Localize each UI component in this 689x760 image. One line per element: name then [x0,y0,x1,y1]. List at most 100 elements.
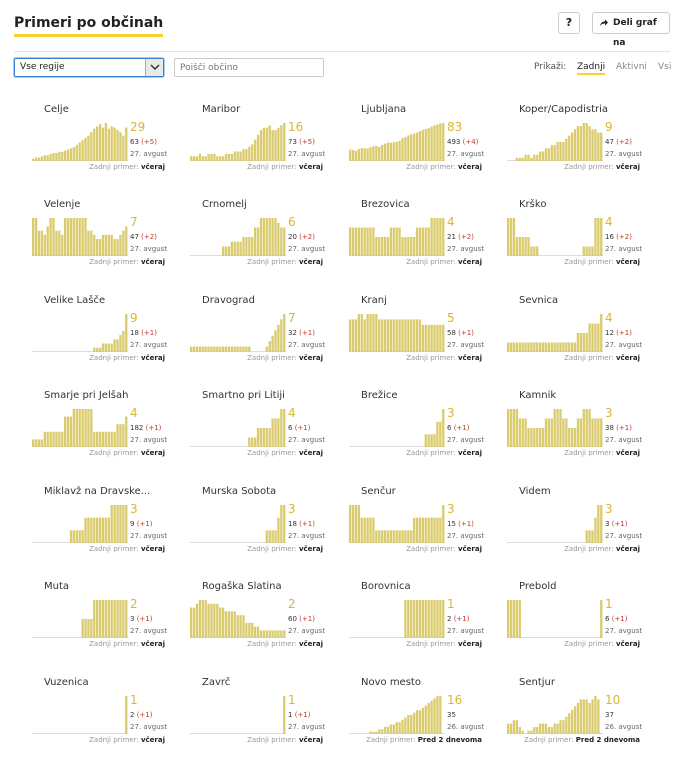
municipality-name: Brežice [361,390,398,401]
latest-count: 16 [447,693,463,707]
bar [107,128,110,161]
municipality-name: Zavrč [202,677,231,688]
bar [69,148,73,161]
municipality-card[interactable]: Videm 3 3 (+1) 27. avgust Zadnji primer: vče… [507,486,657,566]
bar [93,128,96,161]
last-case: Zadnji primer: včeraj [89,163,165,171]
municipality-card[interactable]: Brezovica 4 21 (+2) 27. avgust Zadnji primer… [349,199,499,279]
municipality-card[interactable]: Vuzenica 1 2 (+1) 27. avgust Zadnji primer: … [32,677,182,757]
option-aktivni[interactable]: Aktivni [616,62,647,72]
bar [271,130,274,161]
bar [351,227,355,256]
municipality-card[interactable]: Ljubljana 83 493 (+4) 27. avgust Zadnji prim… [349,104,499,184]
municipality-card[interactable]: Velike Lašče 9 18 (+1) 27. avgust Zadnji pri… [32,295,182,375]
latest-count: 1 [130,693,138,707]
share-arrow-icon [600,19,608,26]
bar [407,319,410,352]
bar [354,227,358,256]
municipality-card[interactable]: Rogaška Slatina 2 60 (+1) 27. avgust Zadnji … [190,581,340,661]
bar [227,346,231,352]
municipality-card[interactable]: Velenje 7 47 (+2) 27. avgust Zadnji primer: … [32,199,182,279]
bar [421,707,425,734]
bar [283,630,286,638]
date-label: 27. avgust [288,627,326,635]
municipality-card[interactable]: Borovnica 1 2 (+1) 27. avgust Zadnji primer:… [349,581,499,661]
municipality-card[interactable]: Murska Sobota 3 18 (+1) 27. avgust Zadnji pr… [190,486,340,566]
last-case-label: Zadnji primer: [406,354,456,362]
bar [274,530,277,543]
municipality-card[interactable]: Kranj 5 58 (+1) 27. avgust Zadnji primer: vč… [349,295,499,375]
bar [248,146,251,161]
municipality-card[interactable]: Kamnik 3 38 (+1) 27. avgust Zadnji primer: v… [507,390,657,470]
bar [58,151,61,161]
page-title: Primeri po občinah [14,14,164,37]
sparkline-chart [349,600,445,638]
bar [407,135,410,161]
share-button[interactable]: Deli graf na [592,12,670,48]
option-zadnji[interactable]: Zadnji [577,62,606,75]
municipality-card[interactable]: Novo mesto 16 35 26. avgust Zadnji primer: … [349,677,499,757]
municipality-card[interactable]: Šentjur 10 37 26. avgust Zadnji primer: Pre… [507,677,657,757]
last-case: Zadnji primer: Pred 2 dnevoma [524,736,640,744]
help-button[interactable]: ? [558,12,580,34]
bar [418,319,422,352]
municipality-card[interactable]: Sevnica 4 12 (+1) 27. avgust Zadnji primer: … [507,295,657,375]
municipality-name: Šmartno pri Litiji [202,390,285,401]
bar [254,227,257,256]
bar [418,710,422,734]
total-count: 182 (+1) [130,423,161,433]
municipality-card[interactable]: Maribor 16 73 (+5) 27. avgust Zadnji primer:… [190,104,340,184]
municipality-card[interactable]: Krško 4 16 (+2) 27. avgust Zadnji primer: vč… [507,199,657,279]
last-case-label: Zadnji primer: [406,258,456,266]
municipality-card[interactable]: Celje 29 63 (+5) 27. avgust Zadnji primer: v… [32,104,182,184]
bar [201,156,204,161]
municipality-card[interactable]: Šmartno pri Litiji 4 6 (+1) 27. avgust Zadnj… [190,390,340,470]
bar [98,517,102,543]
bar [427,703,430,734]
municipality-card[interactable]: Črnomelj 6 20 (+2) 27. avgust Zadnji primer:… [190,199,340,279]
delta-value: (+2) [616,233,632,241]
total-value: 60 [288,615,297,623]
region-select[interactable]: Vse regije [14,58,164,77]
bar [424,227,427,256]
municipality-card[interactable]: Muta 2 3 (+1) 27. avgust Zadnji primer: včer… [32,581,182,661]
municipality-card[interactable]: Zavrč 1 1 (+1) 27. avgust Zadnji primer: vče… [190,677,340,757]
last-case: Zadnji primer: včeraj [564,354,640,362]
bar [125,127,128,161]
last-case: Zadnji primer: včeraj [406,449,482,457]
bar [43,234,46,256]
latest-count: 10 [605,693,621,707]
sparkline-chart [190,409,286,447]
bar [375,731,378,734]
bar [125,226,128,256]
last-case-value: Pred 2 dnevoma [575,736,640,744]
municipality-name: Videm [519,486,551,497]
date-label: 27. avgust [447,245,485,253]
municipality-card[interactable]: Miklavž na Dravske... 3 9 (+1) 27. avgust Za… [32,486,182,566]
bar [122,330,125,352]
option-vsi[interactable]: Vsi [658,62,672,72]
last-case: Zadnji primer: včeraj [564,258,640,266]
bar [395,530,398,543]
municipality-card[interactable]: Prebold 1 6 (+1) 27. avgust Zadnji primer: v… [507,581,657,661]
bar [530,157,533,161]
municipality-card[interactable]: Šmarje pri Jelšah 4 182 (+1) 27. avgust Zadn… [32,390,182,470]
bar [582,699,585,734]
bar [66,149,70,161]
bar [360,517,363,543]
municipality-card[interactable]: Šenčur 3 15 (+1) 27. avgust Zadnji primer: v… [349,486,499,566]
search-input[interactable] [174,58,324,77]
bar [213,603,216,638]
bar [192,607,196,638]
municipality-name: Novo mesto [361,677,421,688]
sparkline-chart [190,505,286,543]
municipality-card[interactable]: Brežice 3 6 (+1) 27. avgust Zadnji primer: v… [349,390,499,470]
chevron-down-icon[interactable] [145,59,163,76]
bar [588,323,591,352]
municipality-card[interactable]: Dravograd 7 32 (+1) 27. avgust Zadnji primer… [190,295,340,375]
total-count: 73 (+5) [288,137,315,147]
bar [245,346,248,352]
total-value: 18 [130,329,139,337]
municipality-card[interactable]: Koper/Capodistria 9 47 (+2) 27. avgust Zadnj… [507,104,657,184]
bar [571,132,574,161]
